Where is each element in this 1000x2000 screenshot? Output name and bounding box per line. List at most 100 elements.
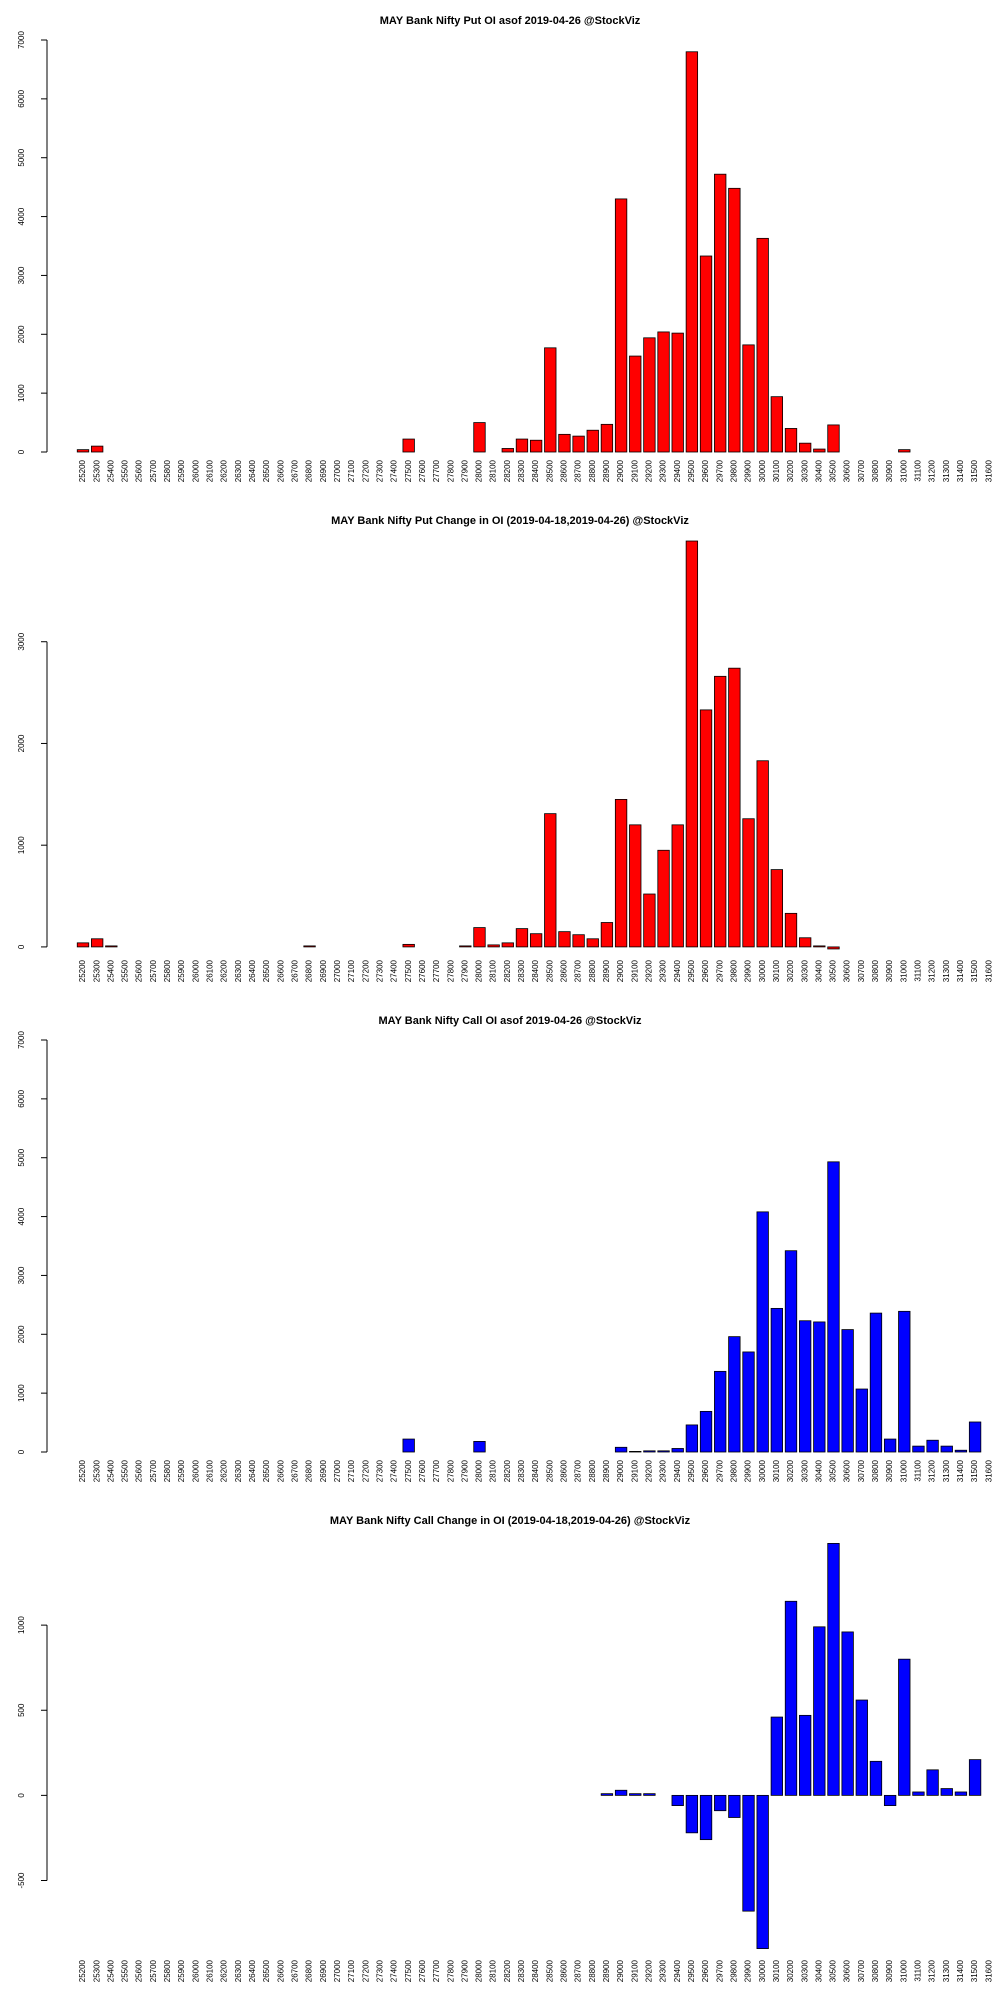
x-tick-label: 28300 (517, 459, 526, 482)
bar (629, 355, 642, 453)
bar (671, 1448, 684, 1453)
x-tick-label: 26400 (248, 1959, 257, 1982)
x-tick-label: 29600 (701, 1959, 710, 1982)
x-tick-label: 28700 (574, 1459, 583, 1482)
x-tick-label: 27400 (390, 1959, 399, 1982)
x-tick-label: 29000 (616, 1459, 625, 1482)
x-tick-label: 29300 (659, 959, 668, 982)
x-tick-label: 28800 (588, 459, 597, 482)
x-tick-label: 29400 (673, 459, 682, 482)
y-tick-label: 4000 (17, 207, 26, 225)
x-tick-label: 26600 (276, 459, 285, 482)
x-tick-label: 30600 (843, 459, 852, 482)
x-tick-label: 31400 (956, 459, 965, 482)
x-tick-label: 28700 (574, 959, 583, 982)
x-tick-label: 25500 (121, 459, 130, 482)
bar (685, 1794, 699, 1834)
y-tick-label: 3000 (17, 1266, 26, 1284)
x-tick-label: 27400 (390, 1459, 399, 1482)
bar (685, 51, 699, 453)
bar (91, 445, 104, 453)
x-tick-label: 31500 (970, 1459, 979, 1482)
x-tick-label: 25600 (135, 1459, 144, 1482)
bar (643, 1450, 656, 1453)
x-tick-label: 29400 (673, 1959, 682, 1982)
x-tick-label: 28800 (588, 1459, 597, 1482)
y-tick-label: 6000 (17, 89, 26, 107)
bar (600, 922, 614, 948)
x-tick-label: 31000 (899, 459, 908, 482)
x-tick-label: 27700 (432, 1959, 441, 1982)
x-tick-label: 26200 (220, 959, 229, 982)
x-tick-label: 26900 (319, 959, 328, 982)
x-tick-label: 28600 (560, 1959, 569, 1982)
x-tick-label: 27300 (375, 1459, 384, 1482)
x-tick-label: 28600 (560, 1459, 569, 1482)
x-tick-label: 25300 (92, 959, 101, 982)
x-tick-label: 28800 (588, 959, 597, 982)
bar (883, 1438, 897, 1453)
bar (954, 1791, 968, 1796)
bar (671, 1794, 684, 1806)
chart-panel: MAY Bank Nifty Put OI asof 2019-04-26 @S… (17, 15, 993, 482)
x-tick-label: 27500 (404, 1959, 413, 1982)
x-tick-label: 28500 (545, 959, 554, 982)
x-tick-label: 31300 (942, 1459, 951, 1482)
x-tick-label: 27700 (432, 959, 441, 982)
bar (459, 945, 472, 948)
x-tick-label: 25800 (163, 1459, 172, 1482)
bar (799, 442, 812, 453)
bar (699, 1410, 713, 1453)
x-tick-label: 27000 (333, 1459, 342, 1482)
x-tick-label: 27200 (361, 959, 370, 982)
x-tick-label: 26800 (305, 459, 314, 482)
bar (869, 1312, 883, 1453)
x-tick-label: 25800 (163, 1959, 172, 1982)
x-tick-label: 28100 (489, 959, 498, 982)
bar (940, 1788, 953, 1796)
x-tick-label: 27200 (361, 1459, 370, 1482)
x-tick-label: 28600 (560, 959, 569, 982)
x-tick-label: 28700 (574, 459, 583, 482)
x-tick-label: 25300 (92, 1459, 101, 1482)
x-tick-label: 26200 (220, 459, 229, 482)
bar (515, 438, 529, 453)
x-tick-label: 28100 (489, 1959, 498, 1982)
x-tick-label: 25200 (78, 1959, 87, 1982)
x-tick-label: 30000 (758, 959, 767, 982)
x-tick-label: 28400 (531, 959, 540, 982)
x-tick-label: 26700 (291, 959, 300, 982)
x-tick-label: 30800 (871, 1959, 880, 1982)
y-tick-label: 500 (17, 1703, 26, 1717)
x-tick-label: 28800 (588, 1959, 597, 1982)
x-tick-label: 31000 (899, 1459, 908, 1482)
x-tick-label: 25300 (92, 459, 101, 482)
x-tick-label: 26100 (206, 1459, 215, 1482)
bar (501, 942, 514, 948)
x-tick-label: 31600 (984, 1459, 993, 1482)
chart-title: MAY Bank Nifty Put OI asof 2019-04-26 @S… (380, 15, 641, 27)
bar (954, 1449, 968, 1453)
x-tick-label: 28500 (545, 1959, 554, 1982)
bar (600, 423, 614, 453)
y-tick-label: 1000 (17, 1384, 26, 1402)
bar (728, 1794, 741, 1818)
x-tick-label: 30700 (857, 459, 866, 482)
bar (629, 1451, 642, 1453)
x-tick-label: 26000 (191, 459, 200, 482)
x-tick-label: 29900 (744, 959, 753, 982)
x-tick-label: 29200 (645, 959, 654, 982)
y-tick-label: 0 (17, 1449, 26, 1454)
x-tick-label: 31200 (928, 1459, 937, 1482)
x-tick-label: 29200 (645, 1959, 654, 1982)
x-tick-label: 30200 (786, 959, 795, 982)
bar (813, 1626, 826, 1796)
x-tick-label: 26700 (291, 1459, 300, 1482)
bar (473, 1441, 486, 1453)
bar (813, 945, 826, 948)
bar (572, 934, 585, 948)
bar (685, 1424, 699, 1453)
x-tick-label: 26800 (305, 959, 314, 982)
bar (770, 869, 783, 948)
